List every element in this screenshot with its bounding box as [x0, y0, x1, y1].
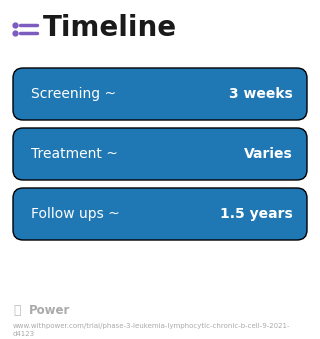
Text: Power: Power [29, 304, 70, 318]
Text: www.withpower.com/trial/phase-3-leukemia-lymphocytic-chronic-b-cell-9-2021-
d412: www.withpower.com/trial/phase-3-leukemia… [13, 323, 291, 337]
Text: 1.5 years: 1.5 years [220, 207, 293, 221]
FancyBboxPatch shape [13, 68, 307, 120]
Text: Follow ups ~: Follow ups ~ [31, 207, 120, 221]
Text: 3 weeks: 3 weeks [229, 87, 293, 101]
Text: Treatment ~: Treatment ~ [31, 147, 118, 161]
Text: ⛉: ⛉ [13, 304, 20, 318]
Text: Timeline: Timeline [43, 15, 177, 42]
FancyBboxPatch shape [13, 128, 307, 180]
Text: Varies: Varies [244, 147, 293, 161]
FancyBboxPatch shape [13, 188, 307, 240]
Text: Screening ~: Screening ~ [31, 87, 116, 101]
